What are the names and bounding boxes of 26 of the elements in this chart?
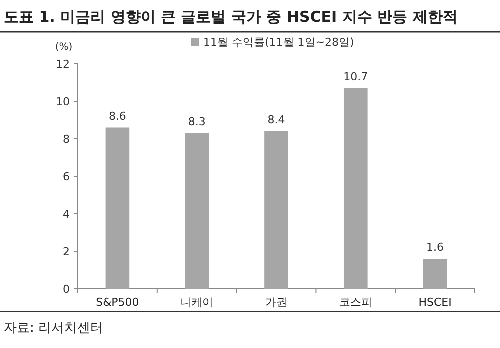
y-axis-title: (%) [55,42,73,53]
y-tick-label: 0 [63,283,70,296]
y-tick-label: 2 [63,246,70,258]
y-tick-label: 4 [63,208,70,221]
data-label: 8.3 [188,115,206,128]
bar [264,132,288,289]
data-label: 8.4 [268,114,286,126]
text: 자료: 리서치센터 [4,321,104,336]
bar [423,259,448,289]
y-tick-label: 6 [63,170,70,184]
data-label: 8.6 [108,110,126,123]
bar [344,88,368,289]
x-tick-label: 니케이 [180,296,214,309]
data-label: 10.7 [344,70,368,84]
x-tick-label: S&P500 [96,296,140,309]
x-tick-label: 가권 [266,296,288,309]
x-tick-label: 코스피 [339,296,372,309]
legend-label: 11월 수익률(11월 1일~28일) [204,36,354,49]
chart-title: 도표 1. 미금리 영향이 큰 글로벌 국가 중 HSCEI 지수 반등 제한적 [4,8,458,26]
y-tick-label: 12 [56,58,70,71]
bar [106,128,130,289]
bar [185,133,210,289]
y-tick-label: 8 [63,133,70,146]
data-label: 1.6 [426,241,444,254]
y-tick-label: 10 [56,96,70,108]
x-tick-label: HSCEI [418,296,452,309]
